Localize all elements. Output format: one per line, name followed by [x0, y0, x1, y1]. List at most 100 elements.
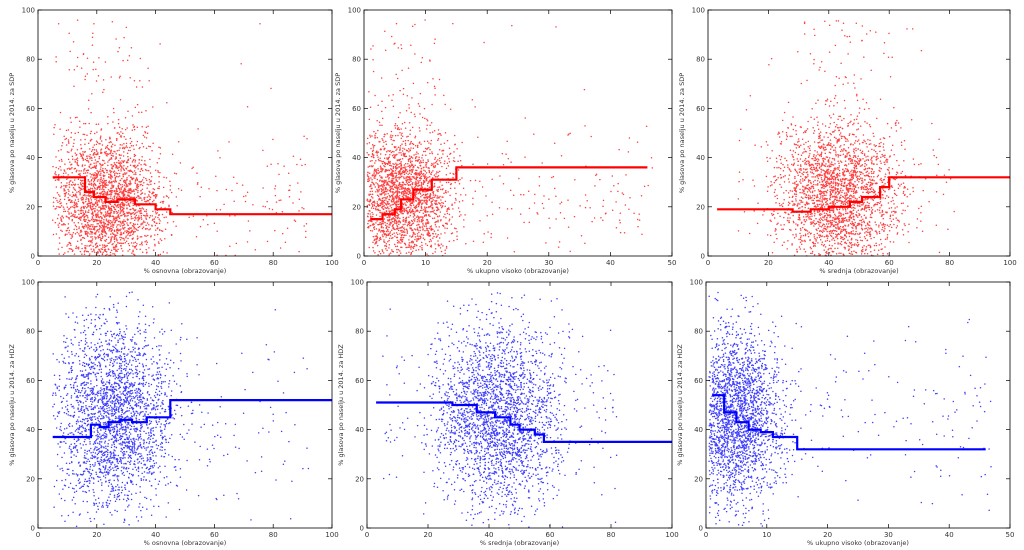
- scatter-point: [372, 145, 375, 147]
- scatter-point: [377, 184, 380, 186]
- scatter-point: [136, 186, 138, 189]
- scatter-point: [57, 248, 60, 250]
- scatter-point: [107, 236, 110, 239]
- scatter-point: [373, 184, 375, 186]
- scatter-point: [384, 245, 386, 247]
- scatter-point: [138, 162, 140, 164]
- scatter-point: [77, 198, 79, 201]
- scatter-point: [126, 215, 128, 217]
- scatter-point: [77, 222, 80, 224]
- scatter-point: [405, 234, 407, 237]
- scatter-point: [427, 210, 429, 213]
- scatter-point: [82, 53, 85, 56]
- scatter-point: [132, 253, 135, 255]
- scatter-point: [865, 227, 867, 230]
- scatter-point: [425, 214, 427, 216]
- scatter-point: [301, 207, 303, 209]
- scatter-point: [191, 167, 193, 170]
- scatter-point: [108, 180, 111, 182]
- scatter-point: [415, 206, 418, 209]
- scatter-point: [619, 231, 622, 234]
- scatter-point: [416, 144, 419, 147]
- scatter-point: [148, 223, 150, 226]
- scatter-point: [445, 217, 447, 219]
- scatter-point: [394, 221, 396, 224]
- scatter-point: [379, 174, 381, 177]
- scatter-point: [115, 243, 118, 246]
- scatter-point: [119, 157, 122, 159]
- scatter-point: [95, 143, 98, 146]
- scatter-point: [623, 232, 626, 234]
- scatter-point: [99, 220, 102, 222]
- scatter-point: [58, 237, 61, 239]
- scatter-point: [114, 246, 116, 249]
- scatter-point: [100, 166, 102, 168]
- scatter-point: [60, 219, 62, 221]
- scatter-point: [448, 157, 450, 160]
- scatter-point: [400, 44, 402, 46]
- scatter-point: [400, 154, 403, 156]
- scatter-point: [871, 148, 873, 151]
- scatter-point: [112, 199, 114, 201]
- scatter-point: [72, 194, 75, 197]
- scatter-point: [396, 251, 398, 254]
- scatter-point: [118, 166, 120, 168]
- scatter-point: [367, 166, 369, 168]
- scatter-point: [262, 205, 264, 208]
- scatter-point: [119, 161, 121, 163]
- scatter-point: [272, 138, 274, 141]
- scatter-point: [375, 235, 378, 237]
- scatter-point: [118, 172, 121, 175]
- scatter-point: [96, 186, 99, 188]
- scatter-point: [109, 219, 112, 222]
- x-axis-label: % osnovna (obrazovanje): [144, 267, 227, 275]
- scatter-point: [563, 217, 566, 220]
- scatter-point: [116, 132, 118, 134]
- scatter-point: [421, 194, 423, 197]
- scatter-point: [370, 196, 373, 198]
- scatter-point: [415, 169, 417, 172]
- scatter-point: [117, 195, 119, 197]
- scatter-point: [602, 205, 604, 207]
- scatter-point: [430, 171, 433, 174]
- scatter-point: [438, 78, 441, 81]
- scatter-point: [405, 204, 407, 207]
- scatter-point: [422, 234, 424, 236]
- scatter-point: [105, 219, 108, 222]
- scatter-point: [130, 215, 133, 218]
- scatter-point: [86, 73, 89, 75]
- scatter-point: [107, 197, 110, 200]
- scatter-point: [394, 124, 396, 127]
- scatter-point: [437, 190, 439, 193]
- scatter-point: [59, 217, 62, 219]
- scatter-point: [66, 206, 69, 208]
- scatter-point: [422, 237, 425, 239]
- scatter-point: [88, 148, 91, 150]
- scatter-point: [769, 185, 772, 187]
- scatter-point: [446, 209, 449, 211]
- scatter-point: [91, 250, 93, 253]
- scatter-point: [419, 160, 422, 162]
- scatter-point: [84, 205, 86, 208]
- scatter-point: [115, 138, 118, 140]
- scatter-point: [411, 210, 413, 213]
- scatter-point: [58, 174, 60, 176]
- scatter-point: [94, 238, 97, 240]
- scatter-point: [165, 216, 167, 218]
- scatter-point: [415, 216, 418, 218]
- scatter-point: [405, 166, 407, 168]
- scatter-point: [411, 160, 413, 163]
- scatter-point: [145, 201, 147, 203]
- scatter-point: [430, 164, 433, 166]
- scatter-point: [129, 212, 132, 215]
- scatter-point: [415, 249, 417, 252]
- scatter-point: [401, 170, 404, 173]
- scatter-point: [95, 205, 97, 208]
- scatter-point: [96, 191, 98, 194]
- scatter-point: [825, 163, 827, 165]
- scatter-point: [378, 228, 380, 231]
- scatter-point: [392, 193, 394, 196]
- scatter-point: [398, 173, 400, 175]
- scatter-point: [107, 184, 109, 186]
